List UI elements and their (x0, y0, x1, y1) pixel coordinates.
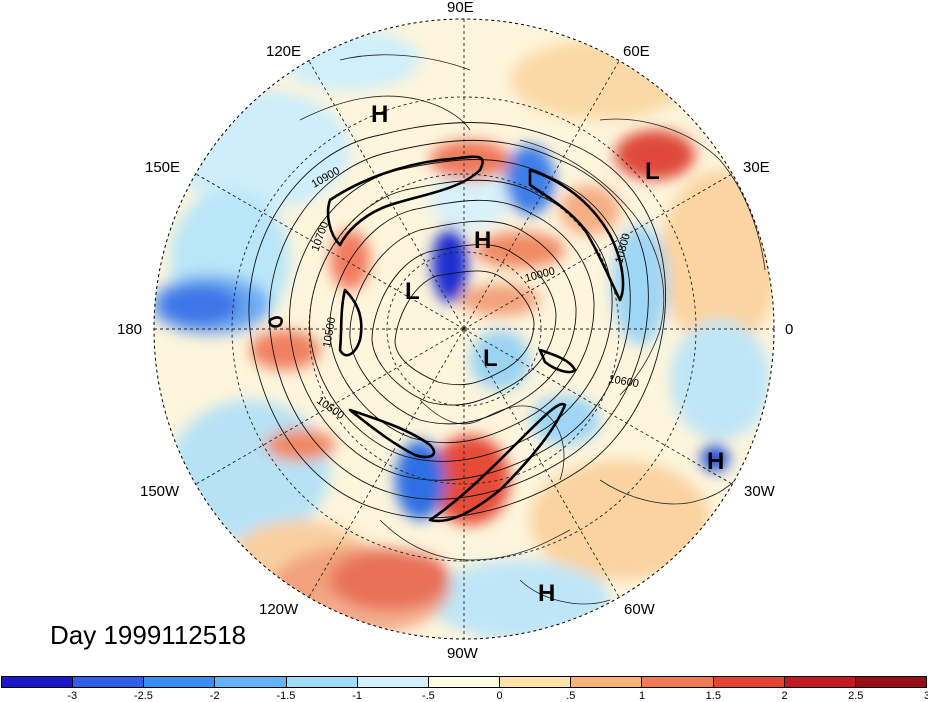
lon-label-120e: 120E (266, 43, 301, 60)
lon-label-90w: 90W (447, 645, 479, 662)
low-marker-3: L (483, 345, 498, 372)
colorbar-tick-label: -1 (352, 690, 363, 702)
lon-label-120w: 120W (259, 601, 299, 618)
colorbar-tick-label: -2 (209, 690, 220, 702)
colorbar-tick-label: -3 (67, 690, 78, 702)
colorbar-swatch (642, 677, 714, 687)
colorbar-tick-label: 2 (781, 690, 788, 702)
colorbar-swatch (73, 677, 145, 687)
low-marker-2: L (405, 278, 420, 305)
longitude-labels: 0 30E 60E 90E 120E 150E 180 150W 120W 90… (117, 0, 793, 662)
colorbar-tick-label: 0 (496, 690, 503, 702)
high-marker-4: H (538, 580, 555, 607)
colorbar: -3 -2.5 -2 -1.5 -1 -.5 0 .5 1 1.5 2 2.5 3 (0, 676, 928, 702)
colorbar-swatch (144, 677, 216, 687)
contour-label-10600: 10600 (607, 373, 639, 390)
contour-label-10500: 10500 (321, 316, 338, 348)
lon-label-150e: 150E (145, 159, 180, 176)
map-title: Day 1999112518 (50, 620, 247, 650)
colorbar-tick-label: .5 (566, 690, 576, 702)
colorbar-swatch (2, 677, 74, 687)
lon-label-90e: 90E (447, 0, 474, 16)
lon-label-60e: 60E (623, 43, 650, 60)
lon-label-150w: 150W (140, 483, 180, 500)
map-boundary (153, 18, 775, 640)
pressure-centers: H L H L L H H (371, 101, 724, 607)
colorbar-tick-label: 1 (639, 690, 646, 702)
anomaly-field (154, 19, 774, 639)
lon-label-180: 180 (117, 321, 142, 338)
lon-label-0: 0 (785, 321, 793, 338)
colorbar-swatch (428, 677, 501, 687)
lon-label-60w: 60W (624, 601, 656, 618)
lon-label-30w: 30W (744, 483, 776, 500)
colorbar-swatches (1, 676, 927, 688)
colorbar-tick-label: -1.5 (276, 690, 296, 702)
colorbar-tick-label: 3 (923, 690, 928, 702)
high-marker-3: H (707, 448, 724, 475)
colorbar-tick-label: 2.5 (848, 690, 864, 702)
colorbar-swatch (784, 677, 856, 687)
low-marker-1: L (645, 158, 660, 185)
colorbar-tick-label: -2.5 (133, 690, 153, 702)
colorbar-swatch (357, 677, 429, 687)
high-marker-1: H (371, 101, 388, 128)
high-marker-2: H (474, 227, 491, 254)
lon-label-30e: 30E (743, 159, 770, 176)
colorbar-tick-label: 1.5 (705, 690, 721, 702)
colorbar-swatch (286, 677, 358, 687)
colorbar-swatch (571, 677, 643, 687)
colorbar-swatch (855, 677, 927, 687)
colorbar-swatch (215, 677, 287, 687)
colorbar-swatch (713, 677, 785, 687)
colorbar-swatch (500, 677, 572, 687)
colorbar-tick-label: -.5 (421, 690, 435, 702)
